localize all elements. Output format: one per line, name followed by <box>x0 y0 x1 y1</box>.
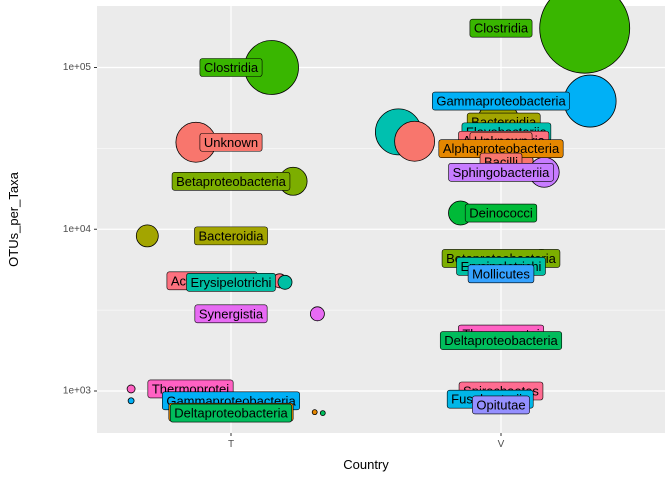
point-label: Deltaproteobacteria <box>439 331 563 350</box>
y-axis: 1e+03 1e+04 1e+05 <box>63 62 97 397</box>
label-box <box>194 226 268 246</box>
point-label: Mollicutes <box>467 264 535 284</box>
label-text: Clostridia <box>474 21 529 36</box>
label-text: Bacteroidia <box>198 228 264 243</box>
bubble-point <box>126 384 136 394</box>
point-label: Betaproteobacteria <box>171 171 291 191</box>
y-axis-title: OTUs_per_Taxa <box>6 171 21 266</box>
point-label: Erysipelotrichi <box>186 272 276 292</box>
bubble-point <box>277 274 293 290</box>
label-text: Mollicutes <box>472 266 530 281</box>
point-label: Sphingobacteriia <box>448 162 554 182</box>
label-box <box>464 203 538 223</box>
point-label: Deinococci <box>464 203 538 223</box>
x-tick-label: T <box>228 439 234 450</box>
label-box <box>186 272 276 292</box>
point-label: Opitutae <box>472 395 530 415</box>
point-label: Alphaproteobacteria <box>438 139 564 158</box>
label-text: Gammaproteobacteria <box>436 94 566 109</box>
label-text: Sphingobacteriia <box>453 165 551 180</box>
label-box <box>448 162 554 182</box>
bubble-point <box>539 0 631 74</box>
point-label: Unknown <box>199 132 263 152</box>
label-text: Alphaproteobacteria <box>443 141 560 156</box>
y-tick-label: 1e+04 <box>63 224 92 235</box>
label-box <box>469 18 533 38</box>
point-labels: Clostridia Unknown Betaproteobacteria Bacte… <box>147 18 570 423</box>
bubble-point <box>394 120 436 162</box>
y-tick-label: 1e+03 <box>63 386 92 397</box>
point-label: Bacteroidia <box>194 226 268 246</box>
bubble-point <box>127 397 135 405</box>
label-box <box>171 171 291 191</box>
label-text: Clostridia <box>204 60 259 75</box>
label-text: Opitutae <box>476 397 525 412</box>
x-tick-label: V <box>498 439 505 450</box>
label-box <box>432 91 570 111</box>
point-label: Synergistia <box>194 304 268 324</box>
label-box <box>472 395 530 415</box>
label-text: Erysipelotrichi <box>191 275 272 290</box>
label-box <box>169 403 293 423</box>
point-label: Clostridia <box>199 58 263 77</box>
point-label: Deltaproteobacteria <box>169 403 293 423</box>
label-text: Deltaproteobacteria <box>174 406 288 421</box>
label-box <box>439 331 563 350</box>
label-text: Deltaproteobacteria <box>444 333 558 348</box>
point-label: Gammaproteobacteria <box>432 91 570 111</box>
bubble-point <box>563 74 617 128</box>
bubble-point <box>319 410 326 417</box>
label-text: Betaproteobacteria <box>176 174 287 189</box>
bubble-point <box>135 224 159 248</box>
bubble-point <box>309 306 325 322</box>
plot-background <box>97 6 665 433</box>
x-axis-title: Country <box>343 457 389 472</box>
label-box <box>467 264 535 284</box>
label-box <box>194 304 268 324</box>
y-tick-label: 1e+05 <box>63 62 92 73</box>
label-box <box>199 58 263 77</box>
bubble-point <box>311 409 318 416</box>
label-box <box>199 132 263 152</box>
label-text: Synergistia <box>199 306 264 321</box>
label-text: Deinococci <box>469 206 533 221</box>
point-label: Clostridia <box>469 18 533 38</box>
label-text: Unknown <box>204 135 258 150</box>
